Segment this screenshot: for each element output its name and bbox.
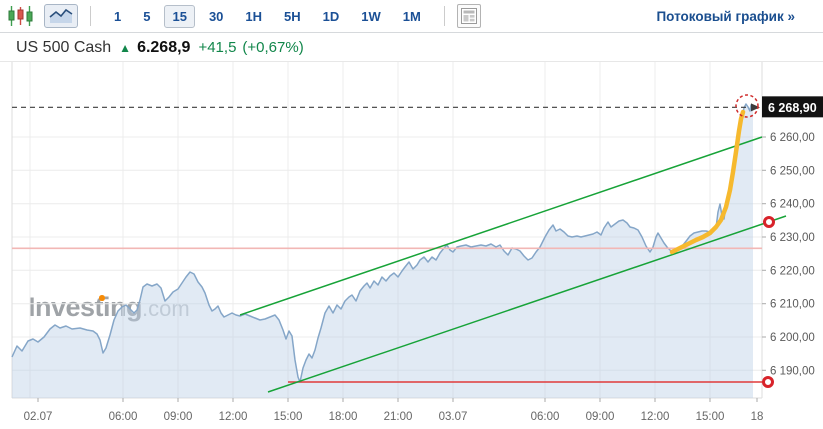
x-axis-label: 15:00 xyxy=(274,411,303,423)
candlestick-chart-icon[interactable] xyxy=(8,5,34,27)
y-axis-label: 6 260,00 xyxy=(770,132,815,144)
chevron-right-icon: » xyxy=(787,8,795,24)
x-axis-label: 21:00 xyxy=(384,411,413,423)
timeframe-button-30[interactable]: 30 xyxy=(208,8,224,24)
x-axis-label: 12:00 xyxy=(641,411,670,423)
arrow-right-icon xyxy=(751,103,760,112)
timeframe-button-1[interactable]: 1 xyxy=(114,8,122,24)
x-axis-label: 18 xyxy=(751,411,764,423)
instrument-header: US 500 Cash ▲ 6.268,9 +41,5 (+0,67%) xyxy=(0,34,823,62)
y-axis-label: 6 200,00 xyxy=(770,332,815,344)
x-axis-label: 09:00 xyxy=(586,411,615,423)
timeframe-button-5h[interactable]: 5H xyxy=(284,8,301,24)
x-axis-label: 18:00 xyxy=(329,411,358,423)
x-axis-label: 06:00 xyxy=(531,411,560,423)
toolbar-divider xyxy=(443,6,445,26)
news-layout-icon xyxy=(460,8,477,24)
price-change: +41,5 xyxy=(198,39,237,56)
area-chart-icon xyxy=(49,8,73,23)
current-price-badge xyxy=(762,96,823,118)
timeframe-button-5[interactable]: 5 xyxy=(143,8,151,24)
timeframe-group: 1 5 15 30 1H 5H 1D 1W 1M xyxy=(103,4,432,28)
current-price-badge-text: 6 268,90 xyxy=(768,101,817,115)
y-axis-label: 6 250,00 xyxy=(770,165,815,177)
axis-alert-marker xyxy=(762,376,774,388)
watermark-orange-dot xyxy=(99,295,105,301)
x-axis-label: 09:00 xyxy=(164,411,193,423)
price-area-fill xyxy=(12,104,753,398)
yellow-highlight-curve xyxy=(669,109,746,255)
timeframe-button-1h[interactable]: 1H xyxy=(245,8,263,24)
up-arrow-icon: ▲ xyxy=(119,40,132,55)
upper-trendline xyxy=(239,136,763,316)
instrument-name: US 500 Cash xyxy=(16,38,112,56)
timeframe-button-1d[interactable]: 1D xyxy=(322,8,340,24)
candlestick-icon-glyph xyxy=(8,6,33,26)
timeframe-button-1m[interactable]: 1M xyxy=(402,8,421,24)
price-line xyxy=(11,103,754,383)
timeframe-button-15[interactable]: 15 xyxy=(164,4,195,28)
timeframe-button-1w[interactable]: 1W xyxy=(361,8,381,24)
streaming-chart-link[interactable]: Потоковый график » xyxy=(656,9,795,24)
price-change-percent: (+0,67%) xyxy=(242,39,304,56)
axis-alert-marker xyxy=(763,216,775,228)
x-axis-label: 12:00 xyxy=(219,411,248,423)
x-axis-label: 06:00 xyxy=(109,411,138,423)
lower-trendline xyxy=(267,215,787,393)
x-axis-label: 02.07 xyxy=(24,411,53,423)
x-axis-label: 03.07 xyxy=(439,411,468,423)
y-axis-label: 6 240,00 xyxy=(770,199,815,211)
y-axis-label: 6 210,00 xyxy=(770,299,815,311)
y-axis-label: 6 230,00 xyxy=(770,232,815,244)
peak-annotation-circle xyxy=(735,94,759,118)
x-axis-label: 15:00 xyxy=(696,411,725,423)
y-axis-label: 6 220,00 xyxy=(770,265,815,277)
chart-toolbar: 1 5 15 30 1H 5H 1D 1W 1M Потоковый график » xyxy=(0,0,823,33)
y-axis-label: 6 190,00 xyxy=(770,365,815,377)
toolbar-divider xyxy=(90,6,91,26)
last-price: 6.268,9 xyxy=(137,38,191,56)
streaming-chart-label: Потоковый график xyxy=(656,8,784,24)
area-chart-type-button[interactable] xyxy=(44,4,78,28)
news-layout-button[interactable] xyxy=(456,4,481,28)
